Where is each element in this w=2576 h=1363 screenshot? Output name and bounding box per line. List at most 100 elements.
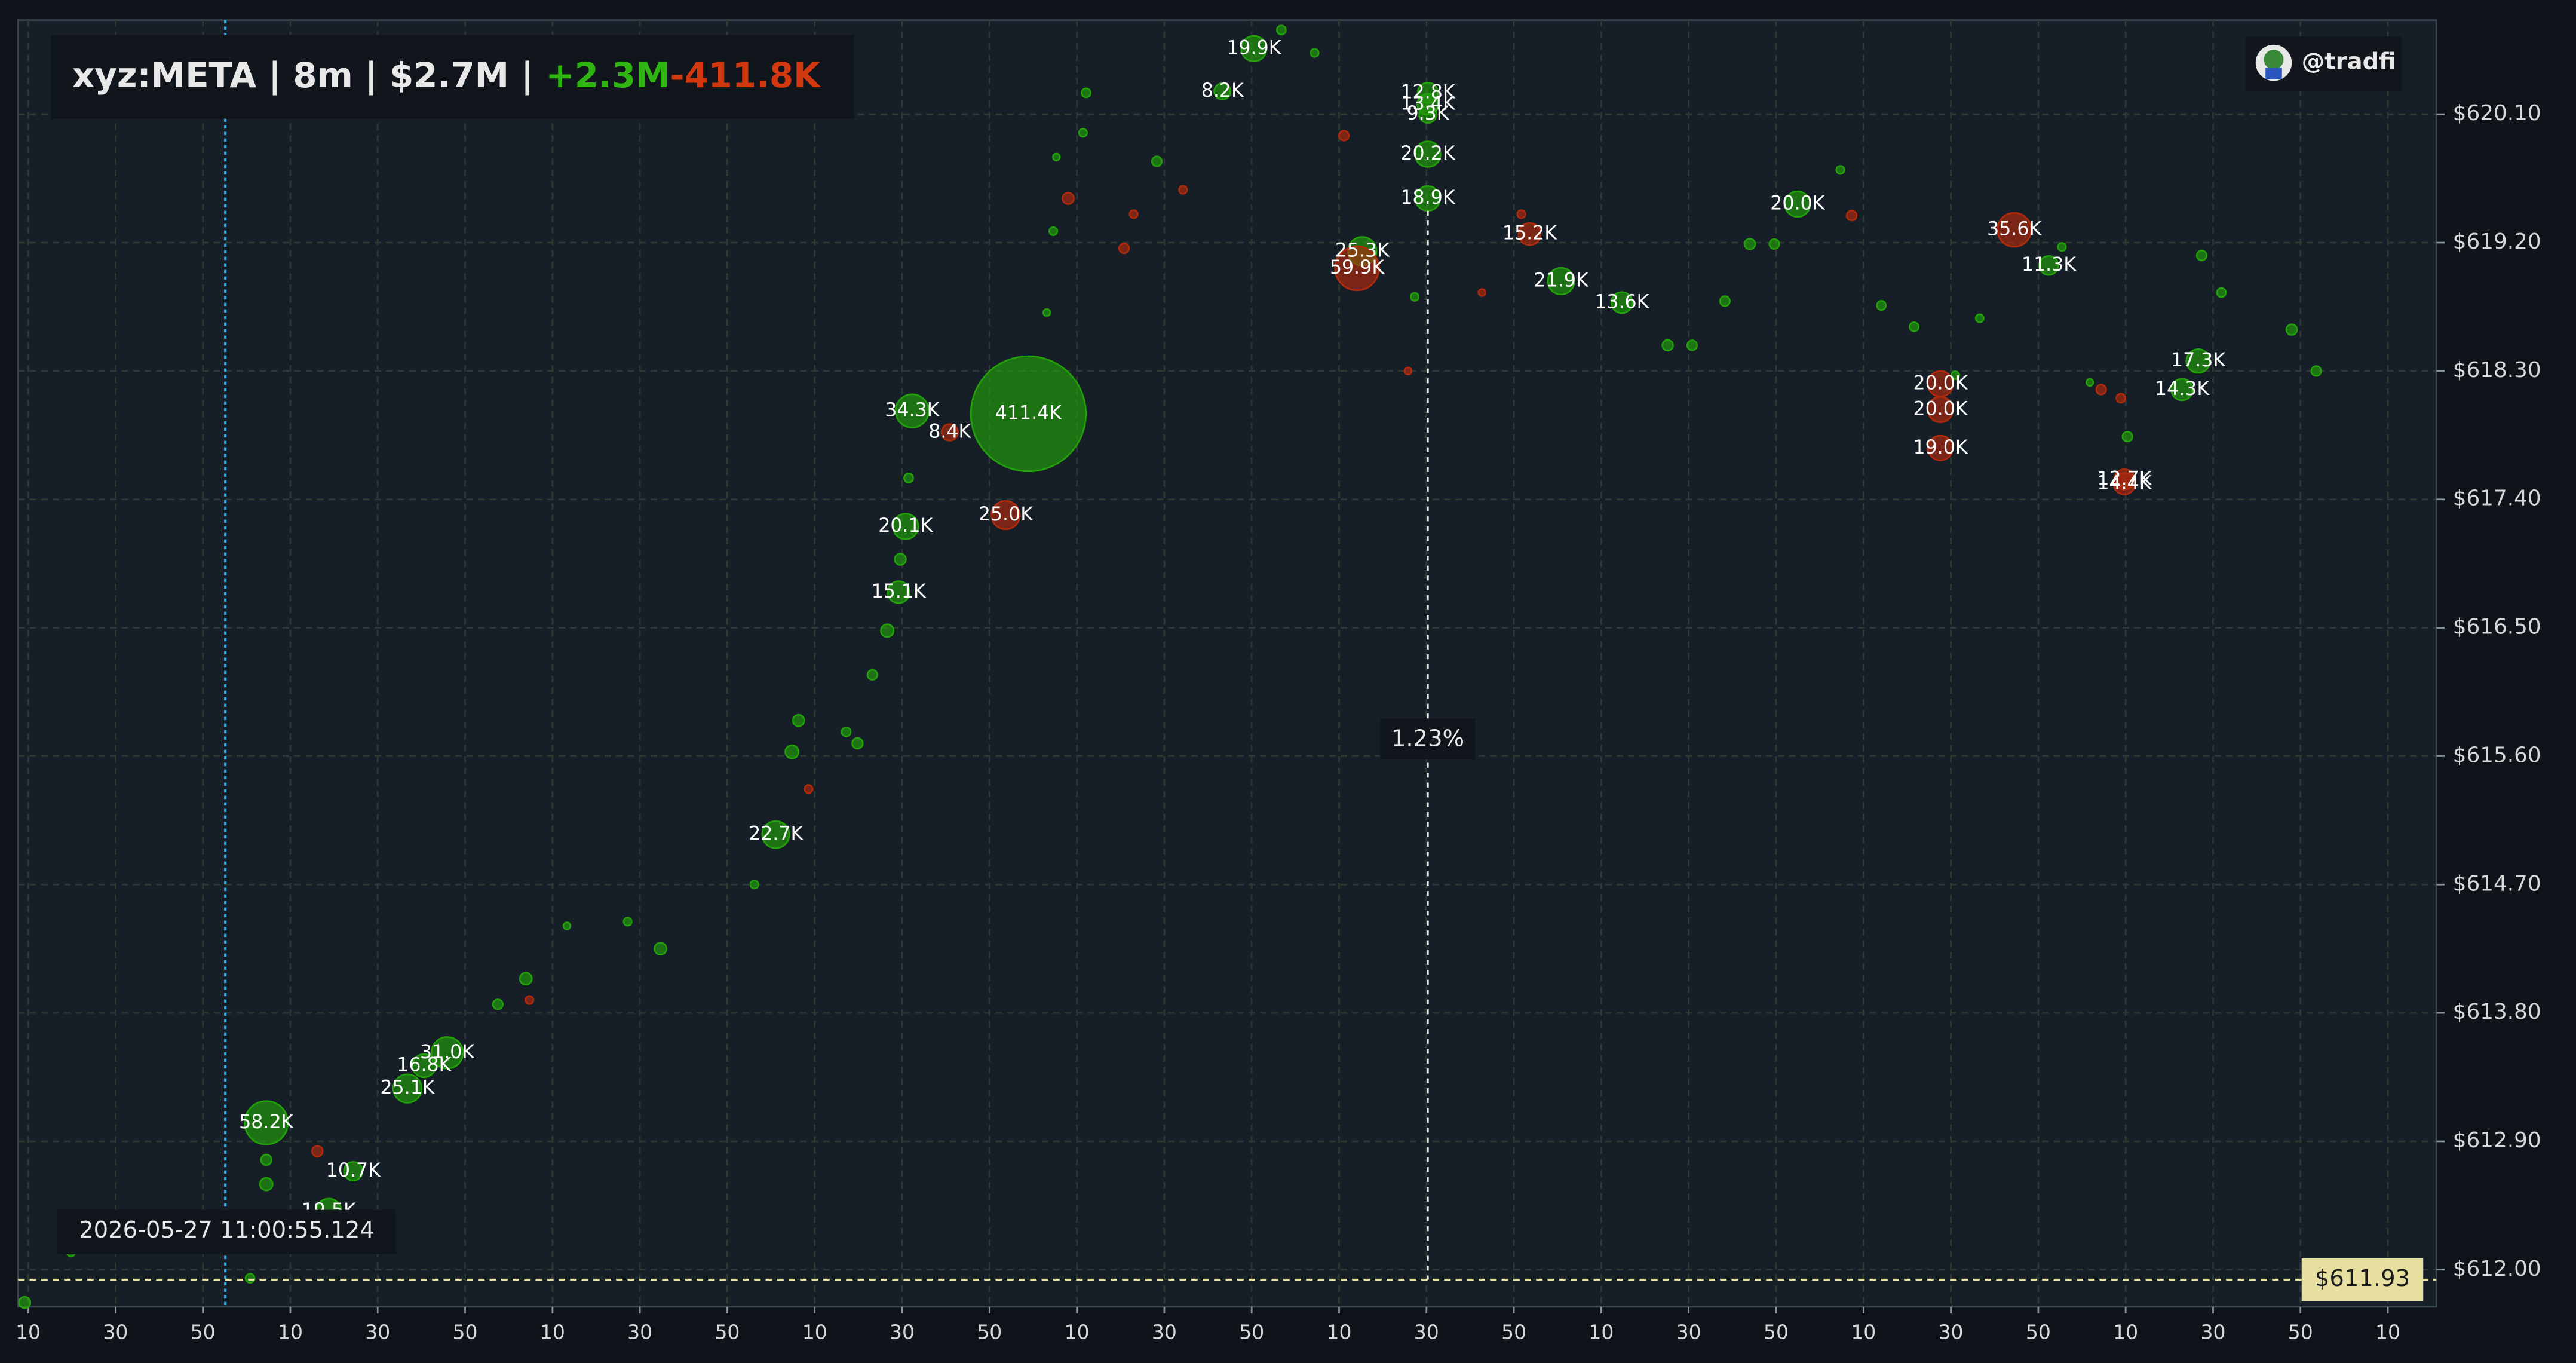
size-label: 25.0K [979, 504, 1034, 525]
trade-bubble [2085, 378, 2094, 387]
trade-bubble [1743, 238, 1756, 250]
size-label: 59.9K [1330, 257, 1385, 278]
x-tick-label: 30 [1152, 1320, 1177, 1343]
trade-bubble [2115, 393, 2127, 404]
trade-bubble [2185, 348, 2211, 374]
size-label: 22.7K [749, 823, 804, 845]
trade-bubble [1240, 35, 1268, 62]
trade-bubble [343, 1161, 364, 1181]
trade-bubble [1719, 295, 1731, 307]
size-label: 19.0K [1913, 437, 1968, 458]
title: xyz:META | 8m | $2.7M | +2.3M-411.8K [72, 55, 821, 96]
size-label: 20.0K [1913, 398, 1968, 419]
trade-bubble [784, 744, 800, 759]
trade-bubble [519, 972, 533, 986]
x-tick-label: 50 [2288, 1320, 2313, 1343]
size-label: 20.0K [1770, 193, 1825, 215]
size-label: 10.7K [326, 1160, 381, 1181]
trade-bubble [260, 1153, 272, 1166]
buy-total: +2.3M [545, 55, 670, 96]
size-label: 35.6K [1987, 219, 2042, 240]
trade-bubble [1784, 190, 1811, 218]
trade-bubble [990, 500, 1021, 531]
trade-bubble [1845, 210, 1858, 222]
size-label: 25.1K [380, 1077, 435, 1099]
y-tick-label: $618.30 [2453, 358, 2541, 382]
trade-bubble [1213, 82, 1232, 100]
trade-bubble [2121, 431, 2133, 443]
size-label: 34.3K [885, 400, 940, 421]
size-label: 14.3K [2155, 378, 2210, 400]
trade-bubble [1042, 308, 1051, 317]
trade-bubble [1052, 152, 1061, 161]
y-tick-label: $612.00 [2453, 1257, 2541, 1281]
trade-bubble [1409, 292, 1420, 302]
trade-bubble [2057, 242, 2067, 252]
y-tick-label: $615.60 [2453, 743, 2541, 767]
avatar-body [2265, 68, 2282, 79]
trade-bubble [1517, 222, 1542, 246]
y-tick-label: $616.50 [2453, 615, 2541, 639]
trade-bubble [749, 880, 759, 890]
trade-bubble [1334, 245, 1380, 292]
size-label: 14.4K [2097, 472, 2152, 494]
y-tick-label: $619.20 [2453, 229, 2541, 254]
avatar-face [2264, 50, 2284, 70]
size-label: 20.1K [878, 515, 933, 537]
x-tick-label: 10 [1065, 1320, 1090, 1343]
y-tick-label: $614.70 [2453, 871, 2541, 896]
trade-bubble [1151, 155, 1163, 167]
trade-bubble [1516, 209, 1526, 219]
trade-bubble [2285, 323, 2298, 336]
x-tick-label: 10 [16, 1320, 41, 1343]
y-tick-label: $612.90 [2453, 1128, 2541, 1153]
trade-bubble [1178, 185, 1188, 195]
size-label: 411.4K [995, 402, 1062, 424]
grid [18, 20, 2445, 1313]
last-price-box [2301, 1258, 2424, 1301]
trade-bubble [2310, 365, 2322, 377]
trade-bubble [411, 1053, 437, 1079]
crosshair-label-box [1380, 718, 1476, 760]
trade-bubble [2038, 255, 2059, 276]
size-label: 15.2K [1502, 223, 1557, 244]
x-tick-label: 50 [1239, 1320, 1264, 1343]
trade-bubble [18, 1295, 32, 1309]
trade-bubble [392, 1073, 423, 1104]
size-label: 18.9K [1400, 187, 1455, 209]
handle: @tradfi [2302, 48, 2396, 75]
trade-bubble [1974, 313, 1985, 323]
trade-bubble [887, 580, 911, 604]
trade-bubble [1610, 291, 1633, 314]
size-label: 12.7K [2097, 468, 2152, 489]
trade-bubble [1418, 105, 1437, 124]
trade-bubble [244, 1100, 289, 1145]
trade-bubble [1927, 434, 1954, 461]
x-tick-label: 30 [890, 1320, 915, 1343]
x-tick-label: 50 [191, 1320, 216, 1343]
sell-total: -411.8K [670, 55, 822, 96]
size-label: 21.9K [1534, 269, 1589, 291]
trade-bubble [940, 423, 959, 442]
trade-bubble [1276, 24, 1287, 36]
x-tick-label: 50 [977, 1320, 1002, 1343]
trade-bubble [1128, 209, 1139, 219]
size-label: 20.2K [1400, 143, 1455, 164]
plot-area [17, 19, 2437, 1308]
trade-bubble [866, 669, 878, 681]
x-tick-label: 30 [627, 1320, 652, 1343]
trade-bubble [761, 820, 790, 849]
last-price-label: $611.93 [2315, 1265, 2410, 1292]
size-label: 8.2K [1201, 80, 1244, 102]
trade-bubble [430, 1036, 464, 1070]
x-tick-label: 10 [1327, 1320, 1352, 1343]
trade-bubble [2170, 378, 2194, 402]
trade-bubble [1876, 300, 1887, 311]
trade-bubble [1950, 370, 1960, 381]
trade-bubble [622, 917, 633, 927]
size-label: 19.9K [1226, 37, 1281, 59]
y-tick-label: $613.80 [2453, 1000, 2541, 1024]
labels: $612.00 $612.90 $613.80 $614.70 $615.60 $616.… [16, 37, 2541, 1343]
size-label: 58.2K [239, 1111, 294, 1133]
x-tick-label: 10 [1851, 1320, 1876, 1343]
